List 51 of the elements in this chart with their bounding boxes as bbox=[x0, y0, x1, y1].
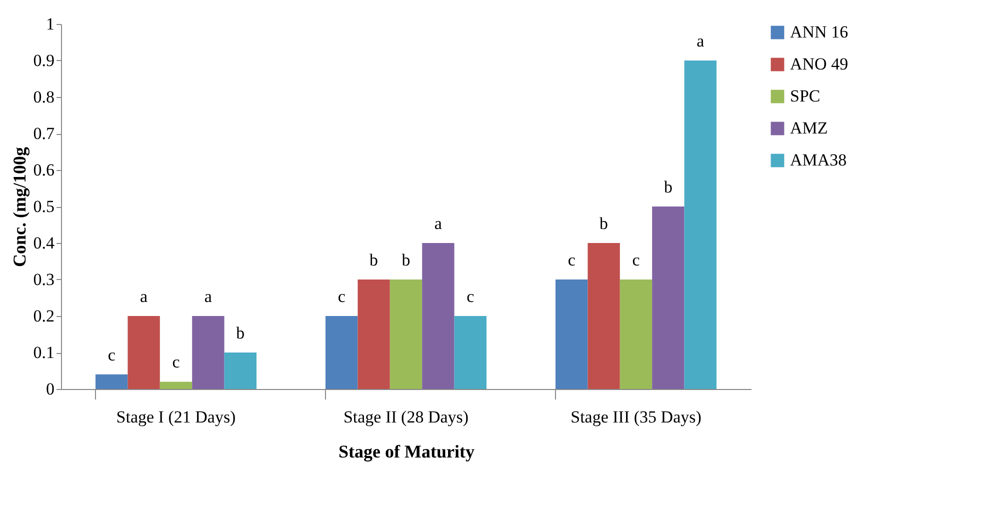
bar bbox=[128, 316, 160, 389]
bar bbox=[684, 60, 716, 389]
data-label: c bbox=[466, 287, 475, 306]
x-tick-label: Stage II (28 Days) bbox=[343, 408, 469, 426]
data-label: c bbox=[172, 352, 180, 372]
legend-label: SPC bbox=[790, 86, 820, 106]
bar bbox=[390, 280, 422, 389]
legend-label: AMZ bbox=[790, 118, 828, 138]
data-label: b bbox=[236, 324, 245, 342]
data-label: a bbox=[434, 214, 442, 233]
bar bbox=[160, 382, 192, 389]
y-tick-label: 0.3 bbox=[33, 270, 54, 289]
y-axis-title: Conc. (mg/100g bbox=[9, 147, 30, 267]
data-label: c bbox=[568, 250, 576, 270]
data-label: a bbox=[696, 32, 705, 50]
y-tick-label: 0.2 bbox=[33, 306, 54, 326]
data-label: b bbox=[664, 178, 672, 196]
x-tick-label: Stage III (35 Days) bbox=[570, 408, 702, 426]
y-tick-label: 1 bbox=[46, 14, 54, 34]
data-label: b bbox=[600, 214, 608, 233]
data-label: a bbox=[204, 287, 212, 306]
data-label: a bbox=[140, 287, 148, 306]
y-tick-label: 0.8 bbox=[33, 88, 54, 106]
bar bbox=[192, 316, 224, 389]
bar bbox=[224, 352, 256, 389]
bar bbox=[422, 243, 454, 389]
legend-label: AMA38 bbox=[790, 150, 847, 170]
bar bbox=[620, 280, 652, 389]
bar bbox=[588, 243, 620, 389]
y-tick-label: 0.4 bbox=[33, 234, 55, 252]
data-label: c bbox=[338, 287, 346, 306]
data-label: b bbox=[370, 250, 378, 270]
y-tick-label: 0.1 bbox=[33, 343, 54, 362]
bar bbox=[358, 280, 390, 389]
x-axis-title: Stage of Maturity bbox=[338, 442, 474, 462]
bar bbox=[96, 374, 128, 389]
y-tick-label: 0.7 bbox=[33, 124, 55, 143]
data-label: c bbox=[108, 345, 116, 364]
legend-label: ANN 16 bbox=[790, 22, 848, 42]
y-tick-label: 0.9 bbox=[33, 51, 54, 70]
y-tick-label: 0 bbox=[46, 380, 54, 398]
x-tick-label: Stage I (21 Days) bbox=[116, 408, 236, 426]
legend-label: ANO 49 bbox=[790, 54, 848, 74]
bar bbox=[326, 316, 358, 389]
y-tick-label: 0.6 bbox=[33, 160, 54, 180]
bar bbox=[652, 206, 684, 389]
data-label: b bbox=[402, 250, 410, 270]
data-label: c bbox=[632, 250, 640, 270]
y-tick-label: 0.5 bbox=[33, 197, 54, 216]
bar bbox=[454, 316, 486, 389]
bar bbox=[556, 280, 588, 389]
